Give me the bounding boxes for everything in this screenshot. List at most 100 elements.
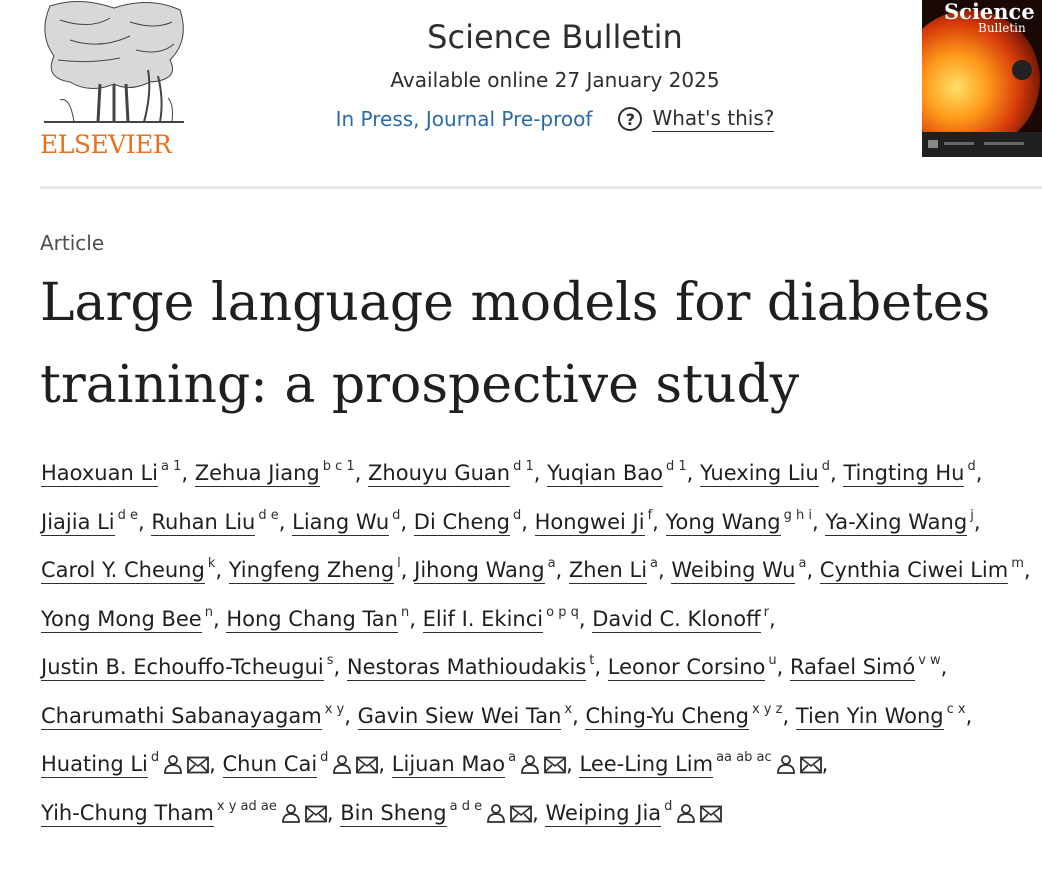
author-name-link[interactable]: Yuqian Bao xyxy=(547,461,663,487)
whats-this-label: What's this? xyxy=(652,106,775,132)
author-name-link[interactable]: Rafael Simó xyxy=(790,655,916,681)
author-affiliation-marker[interactable]: o p q xyxy=(546,604,579,620)
author-name-link[interactable]: Yuexing Liu xyxy=(699,461,819,487)
author-affiliation-marker[interactable]: r xyxy=(763,604,769,620)
journal-title[interactable]: Science Bulletin xyxy=(427,18,683,56)
journal-cover-image[interactable]: Science Bulletin xyxy=(922,0,1042,157)
envelope-icon[interactable] xyxy=(301,801,327,825)
author-name-link[interactable]: Gavin Siew Wei Tan xyxy=(357,703,562,730)
author-affiliation-marker[interactable]: x xyxy=(564,701,573,717)
author-affiliation-marker[interactable]: a xyxy=(508,750,517,765)
author-name-link[interactable]: Di Cheng xyxy=(413,509,511,536)
author-affiliation-marker[interactable]: a d e xyxy=(449,798,483,814)
author-affiliation-marker[interactable]: g h i xyxy=(783,507,813,523)
author-name-link[interactable]: Liang Wu xyxy=(292,509,390,536)
author-name-link[interactable]: Lee-Ling Lim xyxy=(579,752,714,778)
author-name-link[interactable]: Zhen Li xyxy=(568,558,648,584)
person-icon[interactable] xyxy=(277,801,301,825)
person-icon[interactable] xyxy=(159,752,183,776)
author-affiliation-marker[interactable]: a xyxy=(798,556,807,571)
author-affiliation-marker[interactable]: d xyxy=(150,750,160,765)
envelope-icon[interactable] xyxy=(540,752,567,776)
author-name-link[interactable]: Carol Y. Cheung xyxy=(41,558,205,584)
envelope-icon[interactable] xyxy=(352,752,379,776)
author-affiliation-marker[interactable]: v w xyxy=(918,653,941,668)
author-name-link[interactable]: Jihong Wang xyxy=(414,558,545,584)
author-affiliation-marker[interactable]: d 1 xyxy=(665,459,687,474)
person-icon[interactable] xyxy=(672,801,696,825)
author-affiliation-marker[interactable]: t xyxy=(589,653,595,668)
person-icon[interactable] xyxy=(482,801,506,825)
author-affiliation-marker[interactable]: x y xyxy=(324,701,345,717)
author-name-link[interactable]: Weiping Jia xyxy=(545,800,662,827)
author-name-link[interactable]: Zehua Jiang xyxy=(194,461,320,487)
author-affiliation-marker[interactable]: d 1 xyxy=(513,459,534,474)
author-affiliation-marker[interactable]: d xyxy=(320,750,329,765)
author-affiliation-marker[interactable]: d xyxy=(664,798,673,814)
author-affiliation-marker[interactable]: d xyxy=(821,459,830,474)
author-affiliation-marker[interactable]: j xyxy=(970,507,974,523)
author-affiliation-marker[interactable]: d xyxy=(392,507,401,523)
author-name-link[interactable]: Yong Wang xyxy=(665,509,781,536)
author-affiliation-marker[interactable]: d xyxy=(513,507,522,523)
envelope-icon[interactable] xyxy=(796,752,822,776)
author-name-link[interactable]: Ruhan Liu xyxy=(151,509,256,536)
header-divider xyxy=(40,186,1042,189)
author-name-link[interactable]: Jiajia Li xyxy=(41,509,115,536)
author-separator: , xyxy=(209,752,223,776)
author-name-link[interactable]: Bin Sheng xyxy=(340,800,447,827)
person-icon[interactable] xyxy=(516,752,540,776)
author-name-link[interactable]: Tien Yin Wong xyxy=(795,703,944,730)
author-name-link[interactable]: Yong Mong Bee xyxy=(41,606,202,633)
author-name-link[interactable]: Leonor Corsino xyxy=(607,655,766,681)
author-affiliation-marker[interactable]: c x xyxy=(946,701,966,717)
author-affiliation-marker[interactable]: d xyxy=(967,459,976,474)
author-name-link[interactable]: Hong Chang Tan xyxy=(226,606,398,633)
author-affiliation-marker[interactable]: x y z xyxy=(751,701,783,717)
author-affiliation-marker[interactable]: n xyxy=(400,604,410,620)
author-affiliation-marker[interactable]: l xyxy=(397,556,401,571)
author-separator: , xyxy=(333,655,347,679)
author-affiliation-marker[interactable]: m xyxy=(1011,556,1024,571)
author-affiliation-marker[interactable]: x y ad ae xyxy=(216,798,277,814)
author-affiliation-marker[interactable]: a 1 xyxy=(161,459,182,474)
person-icon[interactable] xyxy=(772,752,796,776)
elsevier-logo[interactable]: ELSEVIER xyxy=(40,0,188,160)
author-name-link[interactable]: Weibing Wu xyxy=(671,558,796,584)
envelope-icon[interactable] xyxy=(506,801,533,825)
in-press-link[interactable]: In Press, Journal Pre-proof xyxy=(335,107,593,131)
author-name-link[interactable]: Lijuan Mao xyxy=(391,752,506,778)
author-affiliation-marker[interactable]: b c 1 xyxy=(322,459,355,474)
envelope-icon[interactable] xyxy=(696,801,723,825)
author-name-link[interactable]: Tingting Hu xyxy=(843,461,965,487)
author-name-link[interactable]: Hongwei Ji xyxy=(534,509,645,536)
author-name-link[interactable]: Justin B. Echouffo-Tcheugui xyxy=(41,655,324,681)
author-affiliation-marker[interactable]: d e xyxy=(117,507,139,523)
author-affiliation-marker[interactable]: k xyxy=(207,556,216,571)
author-name-link[interactable]: Yih-Chung Tham xyxy=(41,800,214,827)
author-name-link[interactable]: Ching-Yu Cheng xyxy=(585,703,749,730)
author-name-link[interactable]: David C. Klonoff xyxy=(592,606,761,633)
author-name-link[interactable]: Zhouyu Guan xyxy=(368,461,511,487)
person-icon[interactable] xyxy=(328,752,352,776)
author-name-link[interactable]: Haoxuan Li xyxy=(41,461,158,487)
whats-this-button[interactable]: ? What's this? xyxy=(618,106,775,132)
author-affiliation-marker[interactable]: a xyxy=(547,556,556,571)
author-entry: Nestoras Mathioudakis t xyxy=(346,653,595,681)
author-name-link[interactable]: Huating Li xyxy=(41,752,148,778)
author-affiliation-marker[interactable]: aa ab ac xyxy=(716,750,772,765)
author-affiliation-marker[interactable]: u xyxy=(768,653,777,668)
author-affiliation-marker[interactable]: n xyxy=(204,604,213,620)
author-affiliation-marker[interactable]: a xyxy=(650,556,659,571)
author-name-link[interactable]: Cynthia Ciwei Lim xyxy=(819,558,1009,584)
author-name-link[interactable]: Nestoras Mathioudakis xyxy=(346,655,587,681)
author-affiliation-marker[interactable]: d e xyxy=(258,507,279,523)
author-name-link[interactable]: Charumathi Sabanayagam xyxy=(41,703,322,730)
author-name-link[interactable]: Ya-Xing Wang xyxy=(825,509,968,536)
author-name-link[interactable]: Yingfeng Zheng xyxy=(228,558,395,584)
author-affiliation-marker[interactable]: s xyxy=(326,653,334,668)
envelope-icon[interactable] xyxy=(183,752,210,776)
author-name-link[interactable]: Elif I. Ekinci xyxy=(422,606,544,633)
author-affiliation-marker[interactable]: f xyxy=(647,507,653,523)
author-name-link[interactable]: Chun Cai xyxy=(222,752,318,778)
